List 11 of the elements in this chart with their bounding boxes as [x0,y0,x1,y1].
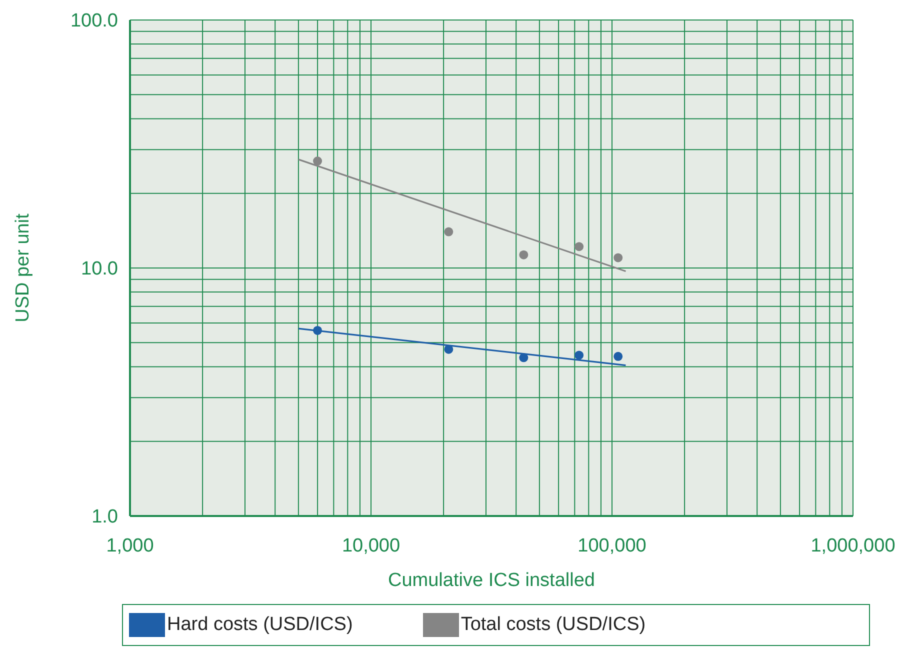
legend-label: Total costs (USD/ICS) [460,614,646,636]
legend-label: Hard costs (USD/ICS) [167,614,353,636]
y-axis-title: USD per unit [12,212,34,322]
x-tick-label: 1,000,000 [810,535,896,556]
x-tick-label: 100,000 [578,535,646,556]
y-tick-label: 1.0 [92,506,118,528]
x-tick-label: 1,000 [106,535,154,556]
x-tick-label: 10,000 [342,535,400,556]
y-tick-label: 100.0 [70,10,118,32]
y-tick-label: 10.0 [81,258,118,280]
x-axis-title: Cumulative ICS installed [388,570,595,591]
